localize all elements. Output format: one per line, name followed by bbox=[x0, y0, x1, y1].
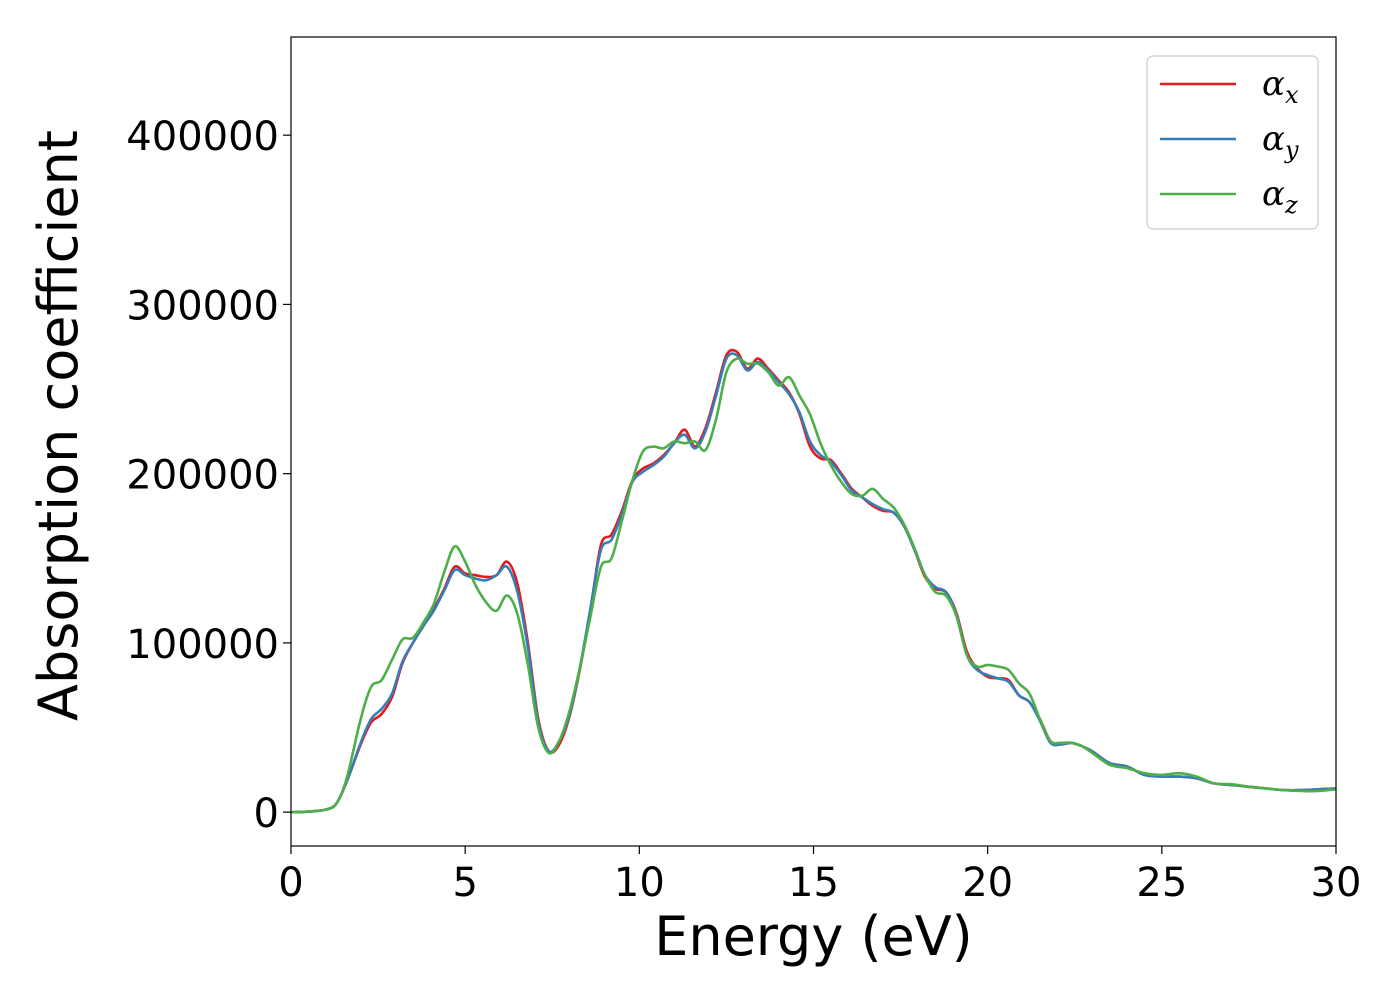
y-tick-label: 100000 bbox=[126, 622, 279, 668]
x-tick-label: 30 bbox=[1311, 860, 1362, 906]
y-tick-label: 200000 bbox=[126, 453, 279, 499]
series-layer bbox=[291, 348, 1336, 814]
legend-label-y: αy bbox=[1262, 119, 1299, 164]
x-axis-label: Energy (eV) bbox=[654, 905, 973, 968]
x-tick-label: 15 bbox=[788, 860, 839, 906]
y-tick-label: 400000 bbox=[126, 114, 279, 160]
legend-box bbox=[1146, 55, 1319, 230]
x-tick-label: 20 bbox=[962, 860, 1013, 906]
legend-label-z: αz bbox=[1262, 174, 1298, 219]
legend: αx αy αz bbox=[1146, 55, 1319, 230]
x-tick-label: 5 bbox=[452, 860, 477, 906]
y-axis-label: Absorption coefficient bbox=[27, 130, 90, 721]
x-tick-label: 10 bbox=[614, 860, 665, 906]
x-tick-label: 0 bbox=[278, 860, 303, 906]
y-axis-ticks: 0 100000 200000 300000 400000 bbox=[126, 114, 291, 837]
x-axis-ticks: 0 5 10 15 20 25 30 bbox=[278, 846, 1361, 906]
x-tick-label: 25 bbox=[1136, 860, 1187, 906]
series-line-z bbox=[291, 357, 1336, 814]
legend-label-x: αx bbox=[1262, 64, 1299, 109]
y-tick-label: 0 bbox=[254, 791, 279, 837]
y-tick-label: 300000 bbox=[126, 283, 279, 329]
